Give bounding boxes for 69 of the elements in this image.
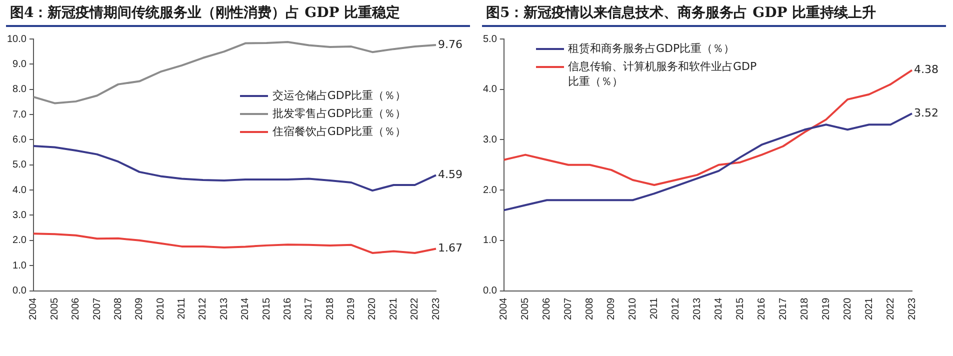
- x-tick-label: 2006: [542, 297, 553, 320]
- x-tick-label: 2018: [324, 297, 336, 320]
- x-tick-label: 2007: [92, 297, 103, 320]
- x-tick-label: 2023: [430, 297, 442, 320]
- data-label: 1.67: [438, 242, 462, 255]
- y-tick-label: 5.0: [482, 34, 498, 45]
- x-tick-label: 2010: [155, 297, 166, 320]
- x-tick-label: 2017: [778, 297, 789, 320]
- x-tick-label: 2011: [649, 297, 660, 320]
- x-tick-label: 2004: [28, 297, 40, 320]
- x-tick-label: 2020: [842, 297, 854, 320]
- y-tick-label: 0.0: [12, 286, 27, 297]
- x-tick-label: 2023: [906, 297, 918, 320]
- x-tick-label: 2008: [112, 297, 124, 320]
- legend-label: 批发零售占GDP比重（％）: [272, 106, 406, 121]
- x-tick-label: 2015: [734, 297, 746, 320]
- x-tick-label: 2013: [218, 297, 230, 320]
- chart-title: 图5：新冠疫情以来信息技术、商务服务占 GDP 比重持续上升: [482, 0, 946, 27]
- x-tick-label: 2015: [261, 297, 272, 320]
- x-tick-label: 2014: [240, 297, 252, 320]
- x-tick-label: 2014: [713, 297, 724, 320]
- x-tick-label: 2018: [799, 297, 810, 320]
- data-label: 9.76: [438, 38, 462, 51]
- x-tick-label: 2016: [282, 297, 294, 320]
- x-tick-label: 2021: [388, 297, 400, 320]
- y-tick-label: 2.0: [482, 184, 498, 196]
- chart-title: 图4：新冠疫情期间传统服务业（刚性消费）占 GDP 比重稳定: [6, 0, 470, 27]
- data-label: 3.52: [914, 106, 938, 120]
- x-tick-label: 2013: [692, 297, 703, 320]
- y-tick-label: 8.0: [12, 84, 27, 96]
- x-tick-label: 2009: [134, 297, 146, 320]
- x-tick-label: 2008: [584, 297, 596, 320]
- x-tick-label: 2019: [346, 297, 358, 320]
- x-tick-label: 2022: [885, 297, 896, 320]
- x-tick-label: 2020: [367, 297, 378, 320]
- y-tick-label: 6.0: [12, 134, 27, 146]
- x-tick-label: 2017: [304, 297, 315, 320]
- x-tick-label: 2016: [756, 297, 768, 320]
- x-tick-label: 2007: [563, 297, 574, 320]
- x-tick-label: 2009: [606, 297, 618, 320]
- data-label: 4.59: [438, 168, 462, 182]
- y-tick-label: 9.0: [12, 58, 27, 70]
- x-tick-label: 2012: [198, 297, 209, 320]
- x-tick-label: 2022: [410, 297, 421, 320]
- y-tick-label: 2.0: [12, 235, 27, 246]
- y-tick-label: 0.0: [482, 286, 498, 297]
- x-tick-label: 2006: [70, 297, 82, 320]
- x-tick-label: 2005: [49, 297, 60, 320]
- y-tick-label: 4.0: [12, 184, 27, 196]
- x-tick-label: 2021: [864, 297, 875, 320]
- legend-label: 信息传输、计算机服务和软件业占GDP比重（％）: [568, 59, 758, 89]
- legend-label: 交运仓储占GDP比重（％）: [272, 88, 406, 103]
- x-tick-label: 2019: [820, 297, 832, 320]
- x-tick-label: 2005: [520, 297, 532, 320]
- x-tick-label: 2011: [176, 297, 188, 320]
- y-tick-label: 5.0: [12, 160, 27, 171]
- y-tick-label: 1.0: [12, 260, 27, 272]
- data-label: 4.38: [914, 63, 938, 76]
- x-tick-label: 2004: [498, 297, 510, 320]
- x-tick-label: 2012: [670, 297, 682, 320]
- x-tick-label: 2010: [628, 297, 639, 320]
- legend-label: 租赁和商务服务占GDP比重（％）: [568, 41, 735, 56]
- y-tick-label: 10.0: [6, 34, 27, 45]
- y-tick-label: 7.0: [12, 109, 27, 120]
- y-tick-label: 3.0: [12, 210, 27, 221]
- y-tick-label: 4.0: [482, 84, 498, 96]
- legend-label: 住宿餐饮占GDP比重（％）: [272, 124, 406, 139]
- y-tick-label: 1.0: [482, 235, 498, 246]
- y-tick-label: 3.0: [482, 134, 498, 146]
